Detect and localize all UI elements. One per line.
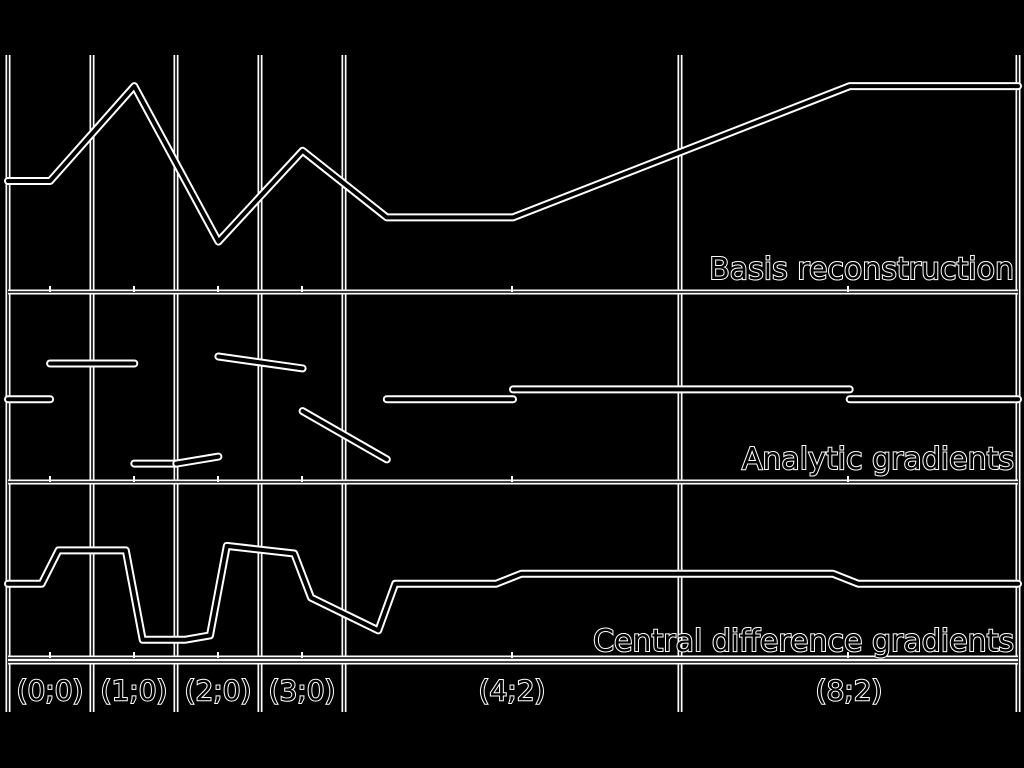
panel-1-segment-3-inner: [174, 454, 221, 466]
text-layer: Basis reconstruction Analytic gradients Ce…: [16, 251, 1015, 708]
panel-1-title: Analytic gradients: [742, 442, 1014, 477]
x-category-label-4: (4;2): [479, 674, 546, 707]
x-category-label-5: (8;2): [816, 674, 883, 707]
x-category-label-2: (2;0): [185, 674, 252, 707]
x-category-label-0: (0;0): [17, 674, 84, 707]
data-layer: [4, 82, 1022, 644]
x-category-label-3: (3;0): [269, 674, 336, 707]
panel-0-title: Basis reconstruction: [709, 252, 1014, 287]
x-category-label-1: (1;0): [101, 674, 168, 707]
panel-2-line-inner: [6, 543, 1020, 642]
panel-1-segment-5-inner: [300, 409, 389, 462]
panel-0-series: [4, 82, 1022, 246]
panel-2-title: Central difference gradients: [593, 624, 1014, 659]
grid-layer: [5, 55, 1021, 712]
panel-1-series: [4, 352, 1022, 468]
panel-2-series: [4, 541, 1022, 644]
panel-0-line-inner: [6, 84, 1020, 244]
panel-1-segment-4-inner: [216, 354, 305, 371]
